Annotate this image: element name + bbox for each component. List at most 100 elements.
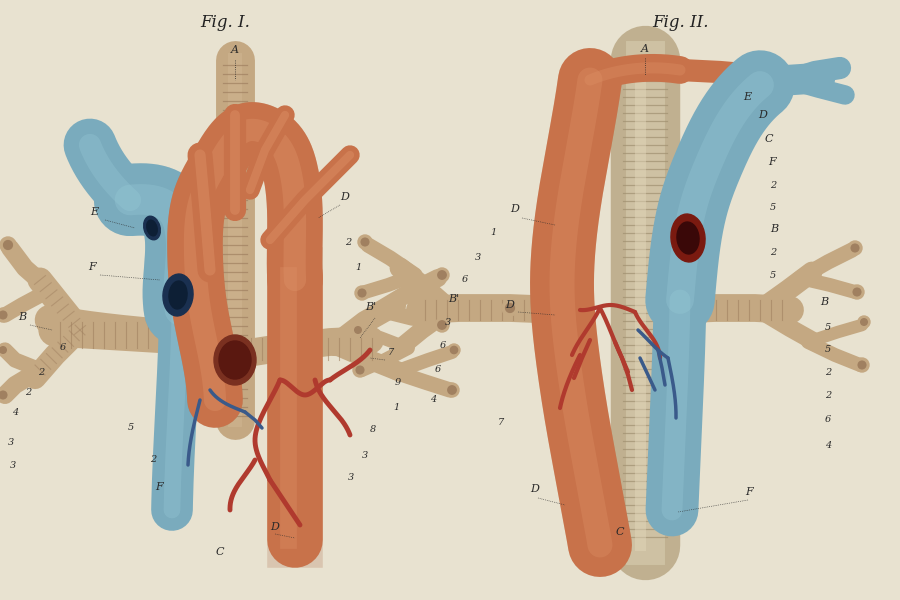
Circle shape (0, 344, 9, 356)
Circle shape (0, 308, 10, 322)
Text: 1: 1 (490, 228, 496, 237)
Text: D: D (505, 300, 514, 310)
Text: F: F (745, 487, 752, 497)
Text: 2: 2 (770, 181, 776, 190)
Text: 6: 6 (440, 341, 446, 350)
Circle shape (448, 344, 460, 356)
Circle shape (356, 366, 364, 374)
Text: 4: 4 (12, 408, 18, 417)
Circle shape (506, 304, 515, 313)
Text: C: C (616, 527, 625, 537)
Text: 1: 1 (393, 403, 400, 412)
Ellipse shape (144, 216, 160, 240)
Ellipse shape (214, 335, 256, 385)
Ellipse shape (163, 274, 194, 316)
Text: Fig. II.: Fig. II. (652, 14, 708, 31)
Circle shape (0, 311, 7, 319)
Circle shape (448, 386, 456, 394)
Circle shape (858, 316, 870, 328)
Ellipse shape (677, 222, 699, 254)
Text: 1: 1 (355, 263, 361, 272)
Circle shape (855, 358, 869, 372)
Text: 7: 7 (498, 418, 504, 427)
Text: 2: 2 (25, 388, 32, 397)
Text: 6: 6 (60, 343, 67, 352)
Text: 3: 3 (348, 473, 355, 482)
Circle shape (355, 326, 361, 334)
Text: 3: 3 (445, 318, 451, 327)
Text: 9: 9 (395, 378, 401, 387)
Circle shape (0, 347, 6, 353)
Text: D: D (510, 204, 519, 214)
Circle shape (437, 321, 446, 329)
Ellipse shape (670, 214, 705, 262)
Text: 5: 5 (825, 345, 832, 354)
Circle shape (353, 363, 367, 377)
Text: 5: 5 (825, 323, 832, 332)
Text: 2: 2 (150, 455, 157, 464)
Circle shape (361, 238, 369, 246)
Text: B: B (820, 297, 828, 307)
Circle shape (848, 241, 862, 255)
Ellipse shape (169, 281, 187, 309)
Circle shape (4, 241, 13, 250)
Text: 4: 4 (825, 441, 832, 450)
Text: 2: 2 (825, 391, 832, 400)
Text: 3: 3 (475, 253, 482, 262)
Circle shape (0, 237, 16, 253)
Text: 4: 4 (430, 395, 436, 404)
Circle shape (355, 286, 369, 300)
Circle shape (358, 235, 372, 249)
Circle shape (352, 324, 364, 336)
Text: B: B (18, 312, 26, 322)
Circle shape (435, 318, 449, 332)
Circle shape (435, 268, 449, 282)
Circle shape (851, 244, 859, 252)
Text: D: D (530, 484, 539, 494)
Text: 8: 8 (370, 425, 376, 434)
Text: C: C (216, 547, 224, 557)
Text: 7: 7 (388, 348, 394, 357)
Text: 6: 6 (825, 415, 832, 424)
Circle shape (853, 288, 860, 296)
Circle shape (0, 391, 7, 399)
Text: F: F (768, 157, 776, 167)
Text: D: D (270, 522, 279, 532)
Text: E: E (90, 207, 98, 217)
Text: B': B' (448, 294, 459, 304)
Circle shape (437, 271, 446, 279)
Circle shape (860, 319, 868, 325)
Text: 2: 2 (38, 368, 44, 377)
Circle shape (0, 388, 10, 402)
Text: 2: 2 (770, 248, 776, 257)
Text: 2: 2 (825, 368, 832, 377)
Text: 6: 6 (435, 365, 441, 374)
Text: A: A (641, 44, 649, 54)
Circle shape (445, 383, 459, 397)
Text: 2: 2 (345, 238, 351, 247)
Text: B': B' (365, 302, 376, 312)
Text: 3: 3 (8, 438, 14, 447)
Text: C: C (765, 134, 773, 144)
Text: 6: 6 (462, 275, 468, 284)
Text: 3: 3 (10, 461, 16, 470)
Circle shape (358, 289, 365, 297)
Ellipse shape (219, 341, 251, 379)
Text: E: E (743, 92, 752, 102)
Text: F: F (155, 482, 163, 492)
Text: Fig. I.: Fig. I. (200, 14, 250, 31)
Text: D: D (758, 110, 767, 120)
Circle shape (850, 285, 864, 299)
Text: A: A (231, 45, 239, 55)
Text: 5: 5 (128, 423, 134, 432)
Circle shape (859, 361, 866, 369)
Text: D: D (340, 192, 349, 202)
Text: 3: 3 (362, 451, 368, 460)
Ellipse shape (147, 220, 158, 236)
Circle shape (450, 346, 457, 353)
Text: 5: 5 (770, 271, 776, 280)
Text: F: F (88, 262, 95, 272)
Text: B: B (770, 224, 778, 234)
Circle shape (502, 300, 518, 316)
Text: 5: 5 (770, 203, 776, 212)
